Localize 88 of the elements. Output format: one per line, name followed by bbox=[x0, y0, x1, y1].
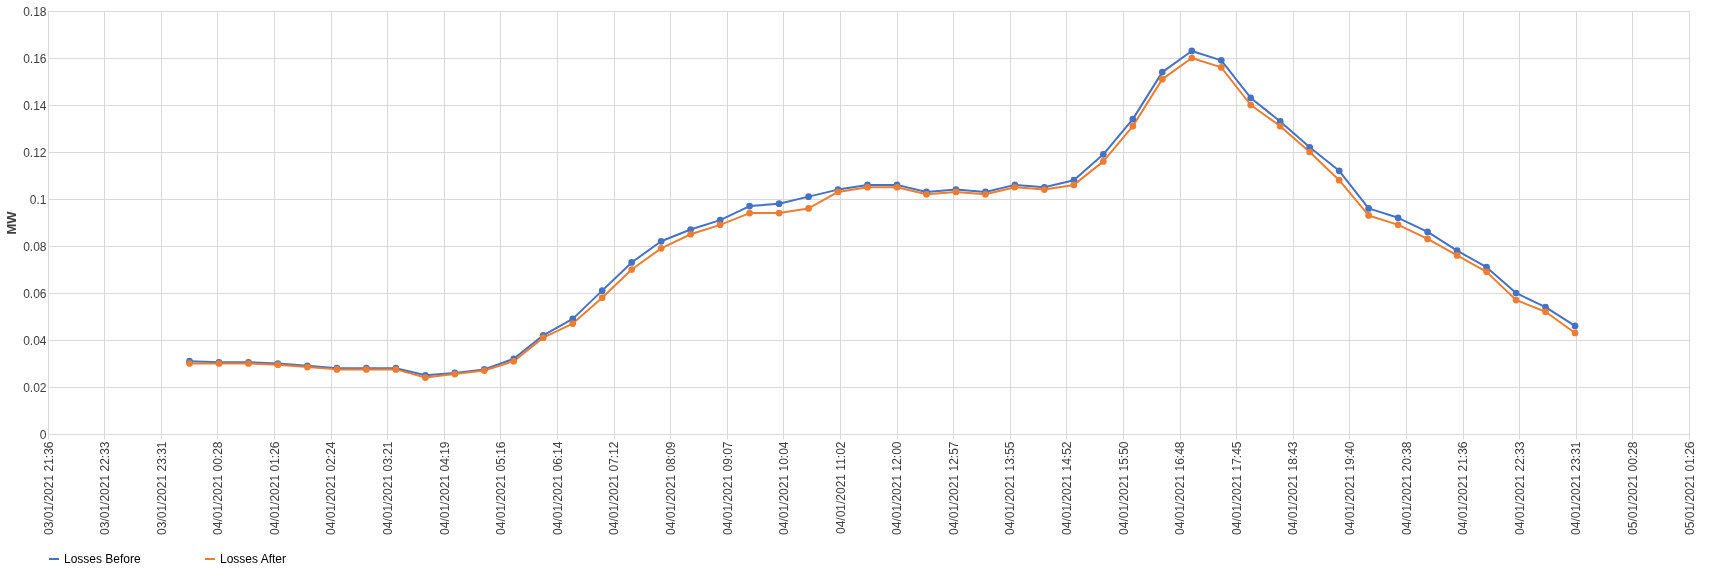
x-tick-label: 04/01/2021 09:07 bbox=[720, 441, 735, 535]
point bbox=[569, 320, 577, 327]
point bbox=[805, 205, 812, 212]
point bbox=[687, 230, 694, 238]
y-tick-label: 0.16 bbox=[23, 51, 47, 66]
point bbox=[1394, 214, 1402, 222]
x-tick-label: 03/01/2021 22:33 bbox=[97, 441, 112, 535]
x-tick-label: 04/01/2021 12:57 bbox=[946, 441, 961, 535]
legend-label: Losses After bbox=[220, 552, 287, 566]
x-tick-label: 04/01/2021 02:24 bbox=[324, 441, 339, 535]
y-tick-label: 0.04 bbox=[23, 333, 47, 348]
point bbox=[775, 200, 783, 208]
point bbox=[628, 259, 636, 266]
point bbox=[1158, 75, 1166, 83]
point bbox=[657, 237, 665, 245]
point bbox=[598, 287, 606, 294]
y-tick-label: 0.06 bbox=[23, 286, 47, 301]
point bbox=[1100, 151, 1107, 158]
point bbox=[1394, 221, 1402, 229]
x-tick-label: 04/01/2021 07:12 bbox=[607, 441, 622, 535]
legend-label: Losses Before bbox=[64, 552, 142, 566]
point bbox=[1100, 158, 1107, 165]
point bbox=[1424, 235, 1431, 243]
x-tick-label: 04/01/2021 14:52 bbox=[1059, 441, 1074, 535]
point bbox=[1217, 57, 1225, 64]
y-tick-label: 0.14 bbox=[23, 98, 47, 113]
point bbox=[1453, 252, 1461, 259]
point bbox=[1129, 122, 1137, 130]
x-tick-label: 04/01/2021 17:45 bbox=[1229, 441, 1244, 535]
x-tick-label: 04/01/2021 05:16 bbox=[493, 441, 508, 535]
x-tick-label: 04/01/2021 20:38 bbox=[1399, 441, 1414, 535]
y-tick-label: 0 bbox=[39, 427, 47, 442]
point bbox=[1188, 47, 1196, 55]
x-tick-label: 04/01/2021 23:31 bbox=[1569, 441, 1584, 535]
point bbox=[628, 266, 636, 273]
y-tick-label: 0.18 bbox=[23, 4, 47, 19]
point bbox=[1542, 308, 1549, 316]
point bbox=[1247, 94, 1255, 102]
x-tick-label: 04/01/2021 11:02 bbox=[833, 441, 848, 535]
point bbox=[1483, 268, 1490, 276]
point bbox=[1571, 322, 1579, 330]
x-tick-label: 04/01/2021 00:28 bbox=[210, 441, 225, 535]
point bbox=[657, 245, 665, 252]
point bbox=[1188, 54, 1196, 62]
point bbox=[1512, 296, 1520, 304]
point bbox=[1335, 167, 1343, 175]
x-tick-label: 04/01/2021 01:26 bbox=[267, 441, 282, 535]
x-tick-label: 03/01/2021 23:31 bbox=[154, 441, 169, 535]
x-tick-label: 05/01/2021 01:26 bbox=[1682, 441, 1697, 535]
y-axis-title: MW bbox=[4, 210, 20, 235]
point bbox=[1217, 64, 1225, 71]
point bbox=[1365, 212, 1373, 219]
x-tick-label: 04/01/2021 04:19 bbox=[437, 441, 452, 535]
point bbox=[1512, 289, 1520, 297]
x-tick-label: 04/01/2021 18:43 bbox=[1286, 441, 1301, 535]
x-tick-label: 04/01/2021 10:04 bbox=[776, 441, 791, 535]
x-tick-label: 05/01/2021 00:28 bbox=[1625, 441, 1640, 535]
point bbox=[1158, 68, 1166, 76]
y-tick-label: 0.1 bbox=[29, 192, 47, 207]
x-tick-label: 04/01/2021 12:00 bbox=[890, 441, 905, 535]
point bbox=[1424, 228, 1431, 236]
y-tick-label: 0.12 bbox=[23, 145, 47, 160]
point bbox=[1306, 148, 1314, 156]
point bbox=[1129, 115, 1137, 123]
point bbox=[775, 209, 783, 217]
y-tick-label: 0.08 bbox=[23, 239, 47, 254]
x-tick-label: 04/01/2021 15:50 bbox=[1116, 441, 1131, 535]
point bbox=[746, 202, 753, 210]
x-tick-label: 04/01/2021 03:21 bbox=[380, 441, 395, 535]
point bbox=[1070, 181, 1078, 189]
point bbox=[1571, 329, 1579, 337]
x-tick-label: 04/01/2021 21:36 bbox=[1456, 441, 1471, 535]
point bbox=[805, 193, 812, 200]
x-tick-label: 03/01/2021 21:36 bbox=[41, 441, 56, 535]
point bbox=[716, 221, 724, 229]
point bbox=[598, 294, 606, 302]
point bbox=[1335, 176, 1343, 184]
x-tick-label: 04/01/2021 22:33 bbox=[1512, 441, 1527, 535]
x-tick-label: 04/01/2021 08:09 bbox=[663, 441, 678, 535]
x-tick-label: 04/01/2021 19:40 bbox=[1342, 441, 1357, 535]
point bbox=[1365, 205, 1373, 212]
point bbox=[1247, 101, 1255, 109]
x-tick-label: 04/01/2021 06:14 bbox=[550, 441, 565, 535]
point bbox=[746, 209, 753, 217]
x-tick-label: 04/01/2021 13:55 bbox=[1003, 441, 1018, 535]
y-tick-label: 0.02 bbox=[23, 380, 47, 395]
x-tick-label: 04/01/2021 16:48 bbox=[1173, 441, 1188, 535]
point bbox=[1276, 122, 1284, 130]
